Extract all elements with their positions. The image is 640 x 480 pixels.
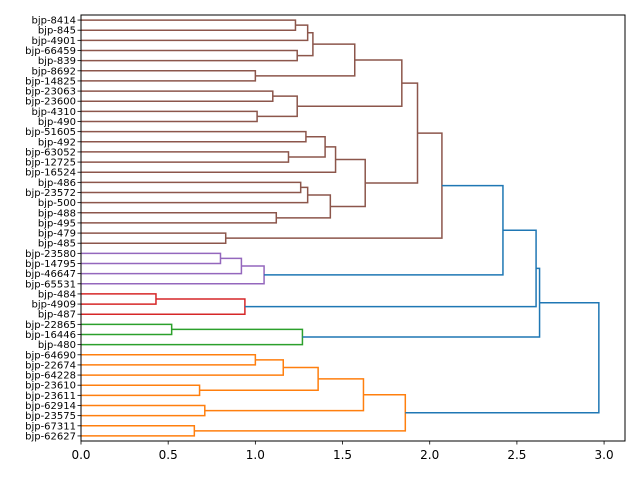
dendrogram-link-a1	[81, 19, 297, 31]
dendrogram-link-o4	[199, 366, 319, 392]
dendrogram-link-o5	[81, 404, 206, 417]
x-tick-label: 2.0	[420, 448, 439, 462]
leaf-label: bjp-839	[38, 56, 76, 67]
leaf-label: bjp-8692	[31, 66, 76, 77]
leaf-label: bjp-51605	[25, 127, 76, 138]
leaf-label: bjp-14825	[25, 76, 76, 87]
dendrogram-link-p1	[81, 252, 222, 265]
dendrogram-link-p3	[81, 265, 265, 285]
axes-frame	[80, 14, 626, 442]
leaf-label: bjp-485	[38, 239, 76, 250]
dendrogram-link-z2	[244, 229, 537, 308]
dendrogram-link-b2	[81, 151, 290, 163]
x-tick-label: 2.5	[507, 448, 526, 462]
leaf-label: bjp-4310	[31, 107, 76, 118]
dendrogram-link-a10	[297, 59, 403, 108]
leaf-label: bjp-23572	[25, 188, 76, 199]
leaf-labels: bjp-8414bjp-845bjp-4901bjp-66459bjp-839b…	[25, 16, 81, 442]
dendrogram-link-a7	[81, 90, 274, 102]
dendrogram-link-r2	[81, 298, 246, 315]
leaf-label: bjp-4901	[31, 36, 76, 47]
leaf-label: bjp-62914	[25, 401, 76, 412]
x-axis: 0.0 0.5 1.0 1.5 2.0 2.5 3.0	[71, 441, 614, 462]
dendrogram-link-b3	[288, 135, 326, 158]
dendrogram-links	[81, 19, 600, 437]
dendrogram-link-b7	[81, 212, 278, 224]
leaf-label: bjp-479	[38, 229, 76, 240]
leaf-label: bjp-492	[38, 137, 76, 148]
leaf-label: bjp-500	[38, 198, 76, 209]
dendrogram-link-c2	[81, 232, 227, 244]
dendrogram-link-b4	[81, 146, 337, 173]
leaf-label: bjp-63052	[25, 147, 76, 158]
dendrogram-link-z4	[405, 301, 600, 414]
leaf-label: bjp-8414	[31, 16, 76, 27]
leaf-label: bjp-845	[38, 26, 76, 37]
leaf-label: bjp-16524	[25, 168, 76, 179]
leaf-label: bjp-4909	[31, 300, 76, 311]
leaf-label: bjp-12725	[25, 158, 76, 169]
leaf-label: bjp-23575	[25, 411, 76, 422]
leaf-label: bjp-23580	[25, 249, 76, 260]
leaf-label: bjp-16446	[25, 330, 76, 341]
dendrogram-link-r1	[81, 293, 157, 305]
leaf-label: bjp-66459	[25, 46, 76, 57]
dendrogram-link-g2	[81, 328, 304, 346]
x-tick-label: 0.5	[159, 448, 178, 462]
leaf-label: bjp-23610	[25, 381, 76, 392]
leaf-label: bjp-64228	[25, 371, 76, 382]
leaf-label: bjp-14795	[25, 259, 76, 270]
dendrogram-link-o7	[81, 425, 196, 437]
leaf-label: bjp-23063	[25, 87, 76, 98]
x-tick-label: 3.0	[595, 448, 614, 462]
dendrogram-link-a2	[81, 24, 309, 42]
dendrogram-link-p2	[81, 257, 243, 275]
dendrogram-link-a3	[81, 49, 298, 62]
leaf-label: bjp-486	[38, 178, 76, 189]
leaf-label: bjp-65531	[25, 279, 76, 290]
leaf-label: bjp-490	[38, 117, 76, 128]
dendrogram-link-o2	[81, 359, 285, 376]
dendrogram-link-b6	[81, 186, 309, 204]
leaf-label: bjp-23600	[25, 97, 76, 108]
dendrogram-link-b1	[81, 130, 307, 143]
dendrogram-link-o3	[81, 384, 201, 397]
dendrogram-link-a5	[81, 70, 257, 82]
dendrogram-link-o1	[81, 354, 257, 366]
x-tick-label: 1.0	[246, 448, 265, 462]
leaf-label: bjp-495	[38, 218, 76, 229]
dendrogram-link-c1	[365, 82, 419, 184]
dendrogram-link-b5	[81, 181, 302, 194]
leaf-label: bjp-62627	[25, 431, 76, 442]
leaf-label: bjp-488	[38, 208, 76, 219]
dendrogram-link-z1	[264, 184, 504, 276]
dendrogram-link-g1	[81, 323, 173, 336]
x-tick-label: 1.5	[333, 448, 352, 462]
x-tick-label: 0.0	[71, 448, 90, 462]
leaf-label: bjp-64690	[25, 350, 76, 361]
leaf-label: bjp-22674	[25, 360, 76, 371]
leaf-label: bjp-487	[38, 310, 76, 321]
leaf-label: bjp-46647	[25, 269, 76, 280]
dendrogram-link-a8	[81, 110, 258, 123]
leaf-label: bjp-480	[38, 340, 76, 351]
dendrogram-link-o8	[194, 393, 407, 432]
leaf-label: bjp-23611	[25, 391, 76, 402]
dendrogram-link-a4	[297, 32, 314, 57]
dendrogram-link-z3	[302, 267, 541, 338]
leaf-label: bjp-484	[38, 289, 76, 300]
dendrogram-link-a9	[257, 95, 298, 118]
dendrogram-link-o6	[204, 378, 365, 412]
dendrogram-link-b8	[276, 194, 332, 219]
leaf-label: bjp-22865	[25, 320, 76, 331]
leaf-label: bjp-67311	[25, 421, 76, 432]
